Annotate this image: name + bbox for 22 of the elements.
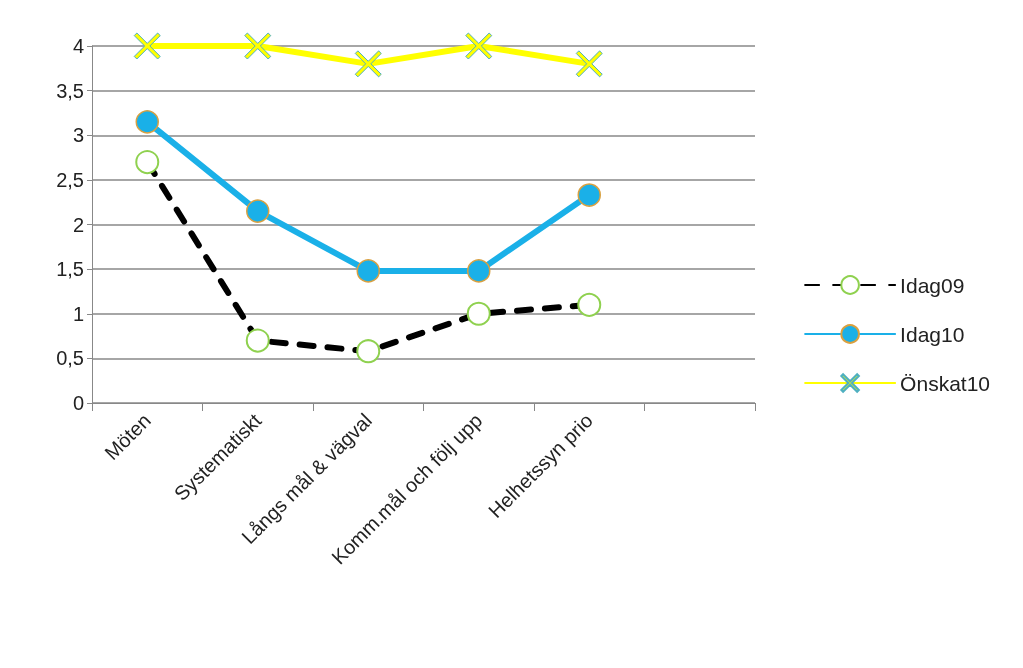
legend-label: Idag09 (900, 273, 965, 297)
y-tick-label: 0 (72, 392, 84, 414)
point (246, 199, 270, 223)
y-tick-label: 2,5 (56, 168, 84, 191)
y-tick-label: 0,5 (56, 347, 84, 370)
legend-label: Önskat10 (900, 371, 990, 395)
point (244, 32, 272, 60)
point (356, 259, 380, 283)
point (465, 32, 493, 60)
y-tick-label: 1 (72, 302, 84, 325)
y-tick-label: 1,5 (56, 258, 84, 281)
point (133, 32, 161, 60)
y-tick-label: 4 (72, 35, 84, 57)
y-tick-label: 2 (72, 213, 84, 236)
legend-label: Idag10 (900, 322, 965, 346)
point (135, 110, 159, 134)
point (575, 50, 603, 78)
point (577, 183, 601, 207)
y-tick-label: 3 (72, 124, 84, 147)
point (467, 259, 491, 283)
point (354, 50, 382, 78)
y-tick-label: 3,5 (56, 79, 84, 102)
